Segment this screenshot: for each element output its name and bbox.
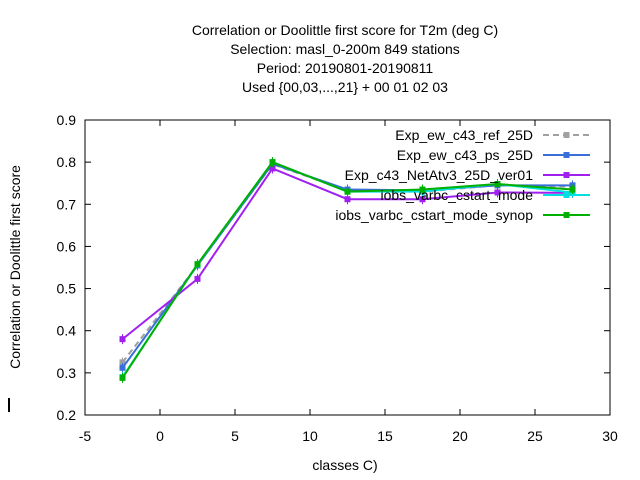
legend-swatch-marker [563,152,570,158]
x-axis: -5 0 5 10 15 20 25 30 [79,120,618,444]
y-axis-label: Correlation or Doolittle first score [7,165,23,369]
y-tick-label: 0.7 [57,196,77,212]
legend-label: Exp_c43_NetAtv3_25D_ver01 [345,167,534,183]
legend-item-exp-c43-netatv3-25d-ver01: Exp_c43_NetAtv3_25D_ver01 [345,167,590,183]
legend-swatch-marker [563,132,570,138]
x-tick-label: 10 [302,428,318,444]
x-tick-label: -5 [79,428,92,444]
legend: Exp_ew_c43_ref_25D Exp_ew_c43_ps_25D Exp_c… [335,127,590,223]
x-axis-label: classes C) [312,457,377,473]
legend-item-exp-ew-c43-ref-25d: Exp_ew_c43_ref_25D [395,127,590,143]
series-iobs-varbc-cstart-mode-synop [119,157,576,383]
title-line-1: Correlation or Doolittle first score for… [192,22,498,38]
legend-item-iobs-varbc-cstart-mode-synop: iobs_varbc_cstart_mode_synop [335,207,590,223]
series-exp-c43-netatv3-25d-ver01 [119,163,576,345]
x-tick-label: 15 [377,428,393,444]
y-axis: 0.2 0.3 0.4 0.5 0.6 0.7 0.8 0.9 [57,112,610,423]
x-tick-label: 0 [156,428,164,444]
y-tick-label: 0.4 [57,323,77,339]
legend-item-exp-ew-c43-ps-25d: Exp_ew_c43_ps_25D [397,147,590,163]
title-line-4: Used {00,03,...,21} + 00 01 02 03 [242,79,448,95]
legend-swatch-marker [563,212,570,218]
legend-swatch-marker [563,172,570,178]
y-tick-label: 0.2 [57,407,77,423]
legend-swatch-marker [563,192,570,198]
legend-label: Exp_ew_c43_ref_25D [395,127,533,143]
y-tick-label: 0.6 [57,238,77,254]
chart-title: Correlation or Doolittle first score for… [192,22,498,95]
x-tick-label: 20 [452,428,468,444]
x-tick-label: 30 [602,428,618,444]
series-layer [119,157,576,383]
y-tick-label: 0.3 [57,365,77,381]
legend-label: iobs_varbc_cstart_mode [380,187,533,203]
y-tick-label: 0.9 [57,112,77,128]
y-tick-label: 0.8 [57,154,77,170]
plot-frame [84,119,611,416]
x-tick-label: 5 [231,428,239,444]
legend-label: Exp_ew_c43_ps_25D [397,147,533,163]
x-tick-label: 25 [527,428,543,444]
title-line-3: Period: 20190801-20190811 [257,60,434,76]
y-tick-label: 0.5 [57,281,77,297]
legend-label: iobs_varbc_cstart_mode_synop [335,207,533,223]
title-line-2: Selection: masl_0-200m 849 stations [230,41,460,57]
legend-item-iobs-varbc-cstart-mode: iobs_varbc_cstart_mode [380,187,590,203]
